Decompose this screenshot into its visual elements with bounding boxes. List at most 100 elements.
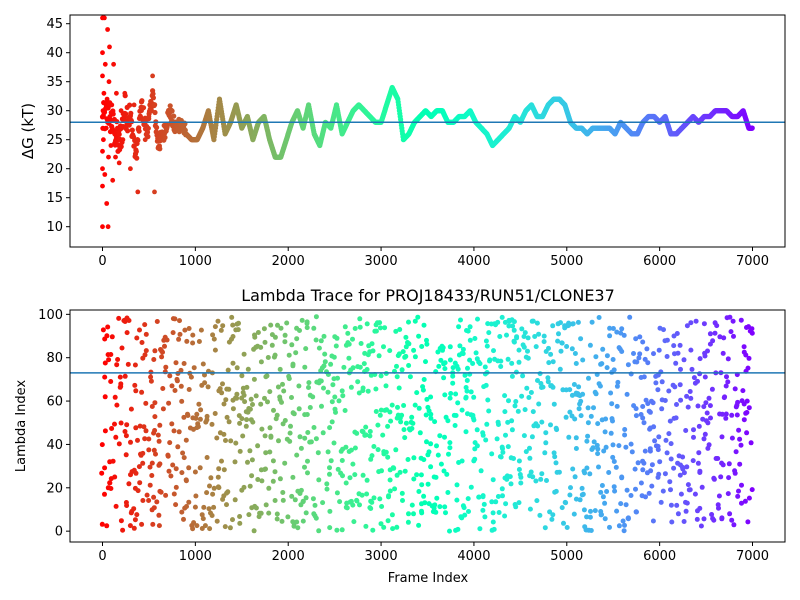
lambda-y-ticks: 0 20 40 60 80 100	[38, 308, 70, 540]
lambda-point	[265, 355, 271, 360]
lambda-point	[361, 361, 367, 367]
lambda-chart-title: Lambda Trace for PROJ18433/RUN51/CLONE37	[241, 286, 615, 305]
lambda-point	[655, 447, 661, 453]
lambda-point	[548, 422, 553, 428]
lambda-point	[399, 412, 405, 418]
lambda-point	[521, 433, 527, 439]
lambda-point	[484, 421, 490, 427]
lambda-point	[662, 398, 668, 403]
lambda-point	[452, 360, 458, 366]
lambda-point	[186, 465, 192, 471]
lambda-point	[321, 385, 326, 391]
lambda-point	[169, 383, 175, 389]
lambda-point	[168, 473, 174, 479]
lambda-point	[443, 510, 448, 516]
lambda-point	[285, 514, 291, 520]
lambda-point	[337, 499, 343, 505]
lambda-point	[559, 505, 565, 511]
lambda-point	[701, 404, 707, 410]
lambda-point	[195, 424, 201, 430]
lambda-point	[651, 351, 656, 357]
lambda-point	[162, 343, 167, 349]
lambda-point	[341, 364, 347, 370]
lambda-point	[744, 430, 750, 436]
lambda-point	[603, 416, 609, 422]
lambda-point	[506, 323, 512, 329]
lambda-point	[499, 444, 505, 450]
lambda-point	[396, 351, 402, 357]
lambda-point	[128, 406, 134, 412]
lambda-point	[241, 484, 247, 490]
lambda-point	[177, 318, 182, 324]
lambda-point	[441, 375, 447, 381]
lambda-point	[316, 345, 322, 351]
lambda-point	[406, 319, 411, 325]
lambda-point	[643, 494, 648, 500]
lambda-point	[655, 387, 661, 393]
lambda-point	[198, 327, 204, 333]
lambda-point	[723, 411, 729, 417]
lambda-point	[467, 324, 473, 330]
lambda-point	[719, 434, 725, 440]
lambda-point	[421, 377, 427, 382]
lambda-point	[137, 480, 143, 486]
lambda-point	[727, 511, 733, 517]
delta-g-y-tick-label: 15	[46, 191, 63, 206]
lambda-point	[390, 465, 396, 471]
lambda-point	[123, 433, 129, 439]
lambda-point	[695, 460, 701, 466]
lambda-point	[183, 437, 189, 443]
lambda-point	[447, 357, 453, 363]
lambda-point	[749, 330, 755, 336]
lambda-point	[671, 465, 677, 471]
lambda-point	[633, 336, 639, 342]
lambda-point	[499, 486, 505, 492]
lambda-point	[636, 355, 642, 361]
lambda-point	[377, 412, 383, 418]
lambda-point	[714, 323, 720, 329]
lambda-point	[143, 400, 149, 406]
delta-g-trace-point	[171, 113, 177, 119]
lambda-point	[598, 489, 604, 495]
lambda-point	[234, 395, 240, 401]
lambda-point	[149, 460, 155, 466]
lambda-point	[625, 515, 631, 521]
lambda-point	[566, 323, 571, 328]
lambda-point	[534, 498, 540, 504]
lambda-point	[588, 508, 593, 514]
lambda-point	[342, 324, 348, 330]
delta-g-trace-point	[152, 109, 158, 116]
lambda-point	[442, 360, 448, 366]
lambda-point	[383, 383, 389, 389]
lambda-point	[434, 443, 439, 449]
delta-g-x-tick-label: 1000	[179, 254, 212, 269]
lambda-point	[482, 514, 488, 520]
lambda-point	[180, 450, 186, 456]
lambda-point	[158, 489, 164, 495]
lambda-point	[604, 489, 610, 494]
lambda-point	[331, 440, 337, 446]
lambda-point	[578, 398, 584, 404]
lambda-point	[622, 427, 628, 432]
lambda-point	[221, 467, 227, 473]
lambda-point	[628, 441, 634, 447]
lambda-point	[584, 465, 590, 471]
lambda-point	[580, 391, 586, 397]
lambda-point	[263, 466, 268, 472]
lambda-point	[135, 488, 141, 494]
lambda-point	[437, 433, 443, 439]
delta-g-scatter-point	[127, 166, 133, 172]
lambda-point	[706, 395, 712, 401]
lambda-point	[236, 320, 241, 326]
lambda-point	[739, 500, 744, 506]
lambda-point	[411, 347, 417, 353]
lambda-point	[513, 504, 519, 510]
lambda-point	[683, 508, 689, 514]
lambda-point	[342, 408, 348, 413]
lambda-point	[217, 386, 223, 392]
lambda-point	[359, 492, 365, 498]
lambda-point	[595, 451, 601, 457]
lambda-point	[406, 511, 411, 517]
lambda-point	[282, 332, 288, 338]
lambda-point	[502, 409, 508, 415]
